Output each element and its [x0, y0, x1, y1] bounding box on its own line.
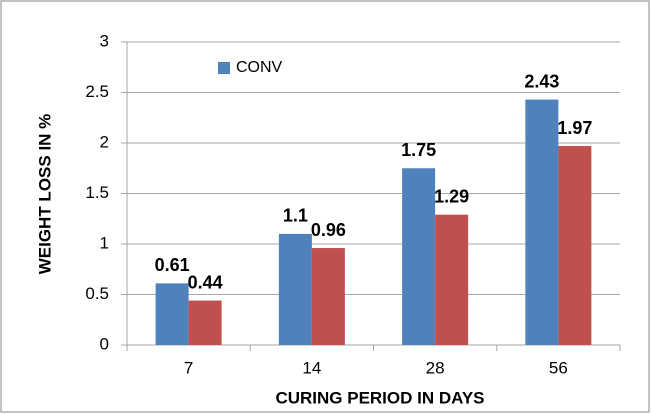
bar — [435, 214, 469, 345]
data-label: 0.44 — [188, 272, 223, 292]
y-axis-title: WEIGHT LOSS IN % — [35, 114, 54, 275]
data-label: 1.97 — [557, 118, 592, 138]
data-label: 0.96 — [311, 220, 346, 240]
bar — [155, 283, 189, 345]
legend-label: CONV — [236, 59, 283, 76]
data-label: 0.61 — [155, 255, 190, 275]
y-tick-label: 3 — [100, 31, 109, 50]
data-label: 1.75 — [401, 140, 436, 160]
bar — [525, 99, 559, 345]
data-label: 1.1 — [283, 206, 308, 226]
data-label: 2.43 — [524, 71, 559, 91]
x-axis-title: CURING PERIOD IN DAYS — [275, 388, 484, 407]
x-tick-label: 14 — [302, 358, 321, 377]
x-tick-label: 7 — [184, 358, 193, 377]
y-tick-label: 0.5 — [85, 284, 109, 303]
bar — [311, 248, 345, 345]
y-tick-label: 2.5 — [85, 82, 109, 101]
data-label: 1.29 — [434, 186, 469, 206]
x-tick-label: 28 — [426, 358, 445, 377]
y-tick-label: 1 — [100, 233, 109, 252]
bar — [402, 168, 436, 345]
y-tick-label: 2 — [100, 132, 109, 151]
legend-swatch — [218, 62, 230, 74]
bar — [558, 146, 592, 345]
bar — [188, 300, 222, 345]
y-tick-label: 0 — [100, 334, 109, 353]
bar — [278, 233, 312, 345]
y-tick-label: 1.5 — [85, 183, 109, 202]
x-tick-label: 56 — [549, 358, 568, 377]
